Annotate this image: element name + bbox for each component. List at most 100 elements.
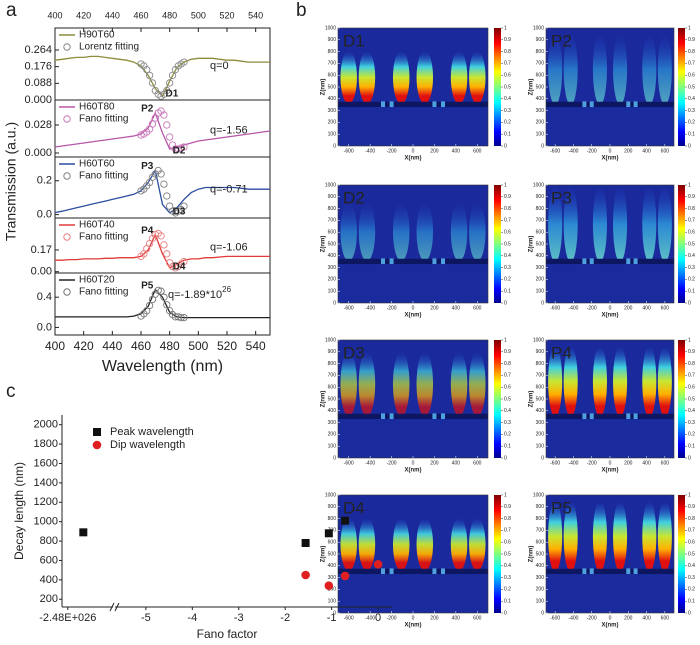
fit-point: [163, 192, 171, 200]
line: [54, 168, 270, 214]
x-tick-label: -200: [387, 460, 397, 466]
field-lobe: [469, 50, 486, 104]
point: [341, 516, 350, 525]
fit-point: [160, 241, 168, 249]
y-tick-label: 400: [536, 563, 545, 569]
point: [79, 528, 88, 537]
y-tick-label: 500: [536, 396, 545, 402]
colorbar-tick-label: 0.7: [504, 528, 511, 534]
colorbar-tick-label: 0.7: [688, 528, 695, 534]
x-tick-label: -200: [587, 460, 597, 466]
x-tick-label: -5: [141, 612, 151, 624]
colorbar-tick-label: 1: [504, 182, 507, 188]
colorbar-tick-label: 0: [504, 610, 507, 616]
y-tick-label: 100: [328, 444, 337, 450]
y-tick-label: 200: [328, 587, 337, 593]
colorbar: [678, 495, 685, 613]
y-tick-label: 100: [328, 289, 337, 295]
y-tick-label: 1400: [34, 477, 58, 489]
colorbar: [494, 340, 501, 458]
legend-label: H60T40: [79, 220, 115, 231]
colorbar-tick-label: 0.3: [504, 420, 511, 426]
x-axis-title: Fano factor: [197, 627, 258, 641]
colorbar-tick-label: 0.4: [504, 253, 511, 259]
slit: [441, 101, 445, 108]
y-tick-label: 700: [328, 218, 337, 224]
x-tick-label: -400: [568, 305, 578, 311]
x-tick-label: -200: [587, 305, 597, 311]
colorbar-tick-label: 1: [504, 25, 507, 31]
map-label: D2: [343, 188, 365, 207]
x-tick-label: 460: [131, 339, 151, 353]
field-lobe: [340, 202, 357, 262]
y-tick-label: 1000: [34, 516, 58, 528]
x-tick-label: 200: [624, 460, 633, 466]
x-axis-title: X(nm): [602, 313, 619, 319]
field-lobe: [450, 517, 468, 571]
y-tick-label: 1600: [34, 457, 58, 469]
colorbar-tick-label: 0.2: [504, 120, 511, 126]
slit: [389, 258, 394, 265]
fit-point: [157, 170, 165, 178]
y-tick-label: 1000: [325, 337, 336, 343]
y-tick-label: 0: [541, 455, 544, 461]
fit-point: [145, 71, 154, 80]
colorbar-tick-label: 0.7: [688, 218, 695, 224]
legend-label: Fano fitting: [79, 232, 128, 243]
colorbar-tick-label: 0.6: [504, 73, 511, 79]
x-tick-label: 600: [661, 305, 670, 311]
slit: [626, 101, 631, 108]
x-tick-label: 420: [76, 10, 91, 20]
y-tick-label: 0.000: [24, 147, 52, 159]
field-lobe: [358, 50, 376, 104]
colorbar-tick-label: 0.9: [504, 194, 511, 200]
field-lobe: [358, 351, 376, 417]
y-tick-label: 300: [328, 108, 337, 114]
colorbar-tick-label: 0: [688, 455, 691, 461]
fit-point: [180, 143, 188, 151]
colorbar: [678, 28, 685, 146]
y-tick-label: 400: [40, 574, 58, 586]
y-tick-label: 200: [536, 432, 545, 438]
y-tick-label: 300: [328, 265, 337, 271]
fit-point: [180, 58, 188, 66]
colorbar-tick-label: 0.3: [688, 420, 695, 426]
field-lobe: [563, 345, 578, 417]
y-axis-title: Z(nm): [529, 79, 535, 96]
annotation: q=-1.06: [210, 241, 248, 253]
lower-region: [338, 419, 488, 458]
field-map: D401002003004005006007008009001000-600-4…: [321, 492, 512, 628]
colorbar-tick-label: 0.8: [504, 49, 511, 55]
x-tick-label: 200: [430, 305, 439, 311]
colorbar-tick-label: 0.5: [504, 241, 511, 247]
fit-point: [177, 313, 185, 322]
colorbar-tick-label: 0.9: [688, 194, 695, 200]
colorbar-tick-label: 0.5: [504, 396, 511, 402]
y-tick-label: 400: [536, 408, 545, 414]
panel-labels: a b c: [6, 0, 307, 402]
point-label: P3: [141, 161, 154, 172]
y-tick-label: 100: [536, 599, 545, 605]
colorbar-tick-label: 0.4: [688, 253, 695, 259]
legend-swatch: [63, 233, 71, 241]
y-axis-title: Z(nm): [529, 546, 535, 563]
y-axis-title: Decay length (nm): [12, 462, 26, 560]
colorbar-tick-label: 0.4: [688, 408, 695, 414]
y-tick-label: 800: [536, 361, 545, 367]
y-tick-label: 600: [328, 385, 337, 391]
panel-label: b: [296, 0, 307, 21]
colorbar-tick-label: 0.5: [688, 84, 695, 90]
field-lobe: [563, 185, 578, 262]
y-axis-title: Z(nm): [529, 391, 535, 408]
map-label: P5: [551, 498, 572, 517]
slit: [626, 258, 631, 265]
x-tick-label: 460: [133, 10, 148, 20]
slit: [589, 258, 594, 265]
x-tick-label: 480: [160, 339, 180, 353]
y-tick-label: 300: [328, 420, 337, 426]
x-tick-label: 540: [246, 339, 266, 353]
colorbar-tick-label: 0.5: [688, 396, 695, 402]
x-tick-label: -400: [568, 615, 578, 621]
lower-region: [338, 107, 488, 146]
